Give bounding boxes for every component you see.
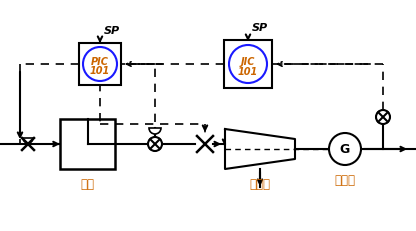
Circle shape bbox=[83, 48, 117, 82]
Text: JIC: JIC bbox=[241, 57, 255, 67]
Text: PIC: PIC bbox=[91, 57, 109, 67]
Bar bbox=[224, 41, 272, 89]
Bar bbox=[79, 44, 121, 86]
Polygon shape bbox=[225, 129, 295, 169]
Bar bbox=[60, 119, 115, 169]
Wedge shape bbox=[149, 128, 161, 134]
Circle shape bbox=[329, 134, 361, 165]
Text: G: G bbox=[340, 143, 350, 156]
Circle shape bbox=[148, 137, 162, 151]
Text: 锅炉: 锅炉 bbox=[81, 177, 94, 190]
Text: 发电机: 发电机 bbox=[334, 173, 356, 186]
Circle shape bbox=[376, 110, 390, 125]
Text: 汽轮机: 汽轮机 bbox=[250, 177, 270, 190]
Text: 101: 101 bbox=[90, 66, 110, 76]
Text: SP: SP bbox=[252, 23, 268, 33]
Text: SP: SP bbox=[104, 26, 120, 36]
Circle shape bbox=[229, 46, 267, 84]
Wedge shape bbox=[23, 138, 33, 143]
Text: 101: 101 bbox=[238, 66, 258, 76]
